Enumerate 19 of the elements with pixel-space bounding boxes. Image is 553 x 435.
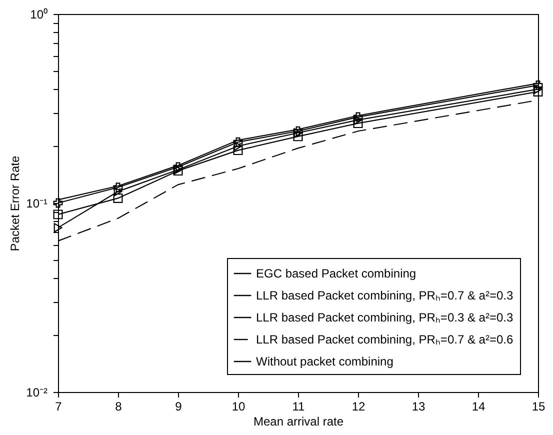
x-tick-label: 12 bbox=[352, 400, 366, 414]
x-tick-label: 9 bbox=[175, 400, 182, 414]
legend-label: LLR based Packet combining, PRₕ=0.7 & a²=0.3 bbox=[256, 288, 514, 302]
x-tick-label: 13 bbox=[412, 400, 426, 414]
y-axis-title: Packet Error Rate bbox=[8, 155, 22, 252]
x-axis-title: Mean arrival rate bbox=[253, 414, 344, 428]
legend-label: LLR based Packet combining, PRₕ=0.3 & a²=0.3 bbox=[256, 310, 514, 324]
legend-label: EGC based Packet combining bbox=[256, 266, 416, 280]
y-tick-label: 10⁻² bbox=[26, 386, 48, 400]
y-tick-label: 10⁰ bbox=[30, 8, 48, 22]
x-tick-label: 10 bbox=[232, 400, 246, 414]
x-tick-label: 14 bbox=[472, 400, 486, 414]
x-tick-label: 15 bbox=[532, 400, 546, 414]
x-tick-label: 7 bbox=[55, 400, 62, 414]
x-tick-label: 8 bbox=[115, 400, 122, 414]
x-tick-label: 11 bbox=[292, 400, 306, 414]
legend-label: Without packet combining bbox=[256, 354, 394, 368]
legend-label: LLR based Packet combining, PRₕ=0.7 & a²=0.6 bbox=[256, 332, 514, 346]
y-tick-label: 10⁻¹ bbox=[26, 196, 48, 210]
